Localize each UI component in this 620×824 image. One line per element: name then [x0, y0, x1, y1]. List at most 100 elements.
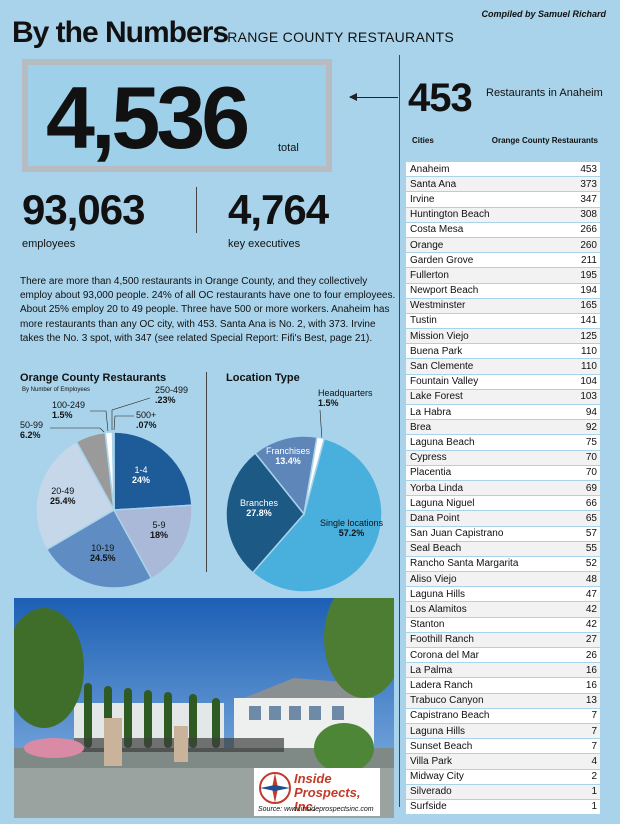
stat-divider [196, 187, 197, 233]
table-row: Brea 92 [406, 420, 600, 436]
table-row: Sunset Beach 7 [406, 739, 600, 755]
city-name: Dana Point [410, 512, 460, 524]
table-row: Dana Point 65 [406, 511, 600, 527]
restaurant-photo: Inside Prospects, Inc. Source: www.inside… [14, 598, 394, 818]
city-name: Laguna Beach [410, 436, 475, 448]
city-name: Fountain Valley [410, 376, 479, 388]
city-name: Irvine [410, 193, 435, 205]
employees-chart-title: Orange County Restaurants [20, 372, 167, 384]
table-row: Irvine 347 [406, 192, 600, 208]
city-name: Laguna Hills [410, 588, 466, 600]
restaurant-count: 70 [585, 452, 597, 464]
city-name: Villa Park [410, 755, 453, 767]
restaurant-count: 165 [580, 300, 597, 312]
restaurant-count: 308 [580, 209, 597, 221]
location-slice-1 [225, 452, 305, 574]
city-name: Tustin [410, 315, 437, 327]
restaurant-count: 373 [580, 178, 597, 190]
city-name: Trabuco Canyon [410, 695, 484, 707]
city-name: San Clemente [410, 361, 474, 373]
arrow-left-icon [349, 93, 357, 101]
restaurant-count: 104 [580, 376, 597, 388]
restaurant-count: 16 [585, 679, 597, 691]
employees-number: 93,063 [22, 186, 145, 233]
restaurant-count: 55 [585, 543, 597, 555]
table-row: Stanton 42 [406, 617, 600, 633]
pie1-label-1-4: 1-4 24% [132, 465, 151, 485]
table-row: Garden Grove 211 [406, 253, 600, 269]
pie1-label-500-plus: 500+ .07% [136, 410, 157, 430]
table-row: Yorba Linda 69 [406, 480, 600, 497]
table-row: Tustin 141 [406, 313, 600, 330]
restaurant-count: 48 [585, 573, 597, 585]
table-row: Seal Beach 55 [406, 541, 600, 557]
table-row: Silverado 1 [406, 784, 600, 800]
location-slice-0 [251, 437, 383, 593]
restaurant-count: 141 [580, 315, 597, 327]
table-row: Costa Mesa 266 [406, 222, 600, 238]
restaurant-count: 266 [580, 224, 597, 236]
inside-prospects-logo: Inside Prospects, Inc. Source: www.inside… [254, 768, 380, 816]
page-title: By the Numbers [12, 16, 229, 49]
total-box: 4,536 total [22, 59, 332, 172]
restaurant-count: 75 [585, 436, 597, 448]
executives-stat: 4,764 key executives [228, 186, 329, 251]
city-name: Costa Mesa [410, 224, 464, 236]
restaurant-count: 260 [580, 239, 597, 251]
table-row: La Palma 16 [406, 663, 600, 679]
pie2-label-single: Single locations 57.2% [320, 518, 384, 538]
restaurant-count: 7 [591, 710, 597, 722]
table-row: Laguna Hills 7 [406, 723, 600, 740]
table-row: Mission Viejo 125 [406, 329, 600, 345]
table-row: Westminster 165 [406, 298, 600, 314]
table-row: Cypress 70 [406, 450, 600, 466]
restaurant-count: 27 [585, 634, 597, 646]
restaurant-count: 42 [585, 619, 597, 631]
pie2-label-franchises: Franchises 13.4% [266, 446, 311, 466]
total-number: 4,536 [46, 68, 250, 167]
employees-slice-0 [113, 431, 193, 511]
table-row: Surfside 1 [406, 799, 600, 816]
restaurant-count: 16 [585, 664, 597, 676]
city-table: Anaheim 453 Santa Ana 373 Irvine 347 Huntingto… [406, 162, 600, 816]
restaurant-count: 70 [585, 467, 597, 479]
table-row: La Habra 94 [406, 405, 600, 421]
pie2-label-headquarters: Headquarters 1.5% [318, 388, 373, 408]
table-row: Villa Park 4 [406, 754, 600, 770]
executives-number: 4,764 [228, 186, 329, 233]
restaurant-count: 92 [585, 421, 597, 433]
restaurant-count: 125 [580, 330, 597, 342]
restaurant-count: 110 [581, 361, 597, 373]
city-name: Mission Viejo [410, 330, 469, 342]
pie1-label-10-19: 10-19 24.5% [90, 543, 116, 563]
table-row: Midway City 2 [406, 769, 600, 785]
employees-slice-3 [35, 440, 116, 551]
table-row: Lake Forest 103 [406, 389, 600, 405]
executives-label: key executives [228, 238, 301, 250]
pie1-label-5-9: 5-9 18% [150, 520, 169, 540]
city-name: Ladera Ranch [410, 679, 473, 691]
restaurant-count: 26 [585, 649, 597, 661]
pie1-label-100-249: 100-249 1.5% [52, 400, 86, 420]
location-pie-chart [225, 435, 383, 593]
restaurant-count: 347 [580, 193, 597, 205]
table-row: Laguna Niguel 66 [406, 496, 600, 512]
restaurant-count: 57 [585, 528, 597, 540]
restaurant-count: 7 [591, 725, 597, 737]
city-name: Corona del Mar [410, 649, 479, 661]
table-row: Trabuco Canyon 13 [406, 693, 600, 709]
city-name: Los Alamitos [410, 604, 467, 616]
city-name: Lake Forest [410, 391, 463, 403]
chart-divider [206, 372, 207, 572]
table-row: Foothill Ranch 27 [406, 632, 600, 648]
city-name: Fullerton [410, 269, 449, 281]
city-name: La Palma [410, 664, 453, 676]
city-name: Silverado [410, 786, 452, 798]
restaurant-count: 103 [580, 391, 597, 403]
table-row: Ladera Ranch 16 [406, 678, 600, 694]
city-name: La Habra [410, 406, 452, 418]
city-name: Capistrano Beach [410, 710, 490, 722]
restaurant-count: 1 [591, 786, 597, 798]
city-name: Anaheim [410, 163, 450, 175]
col-header-city: Cities [412, 136, 434, 145]
